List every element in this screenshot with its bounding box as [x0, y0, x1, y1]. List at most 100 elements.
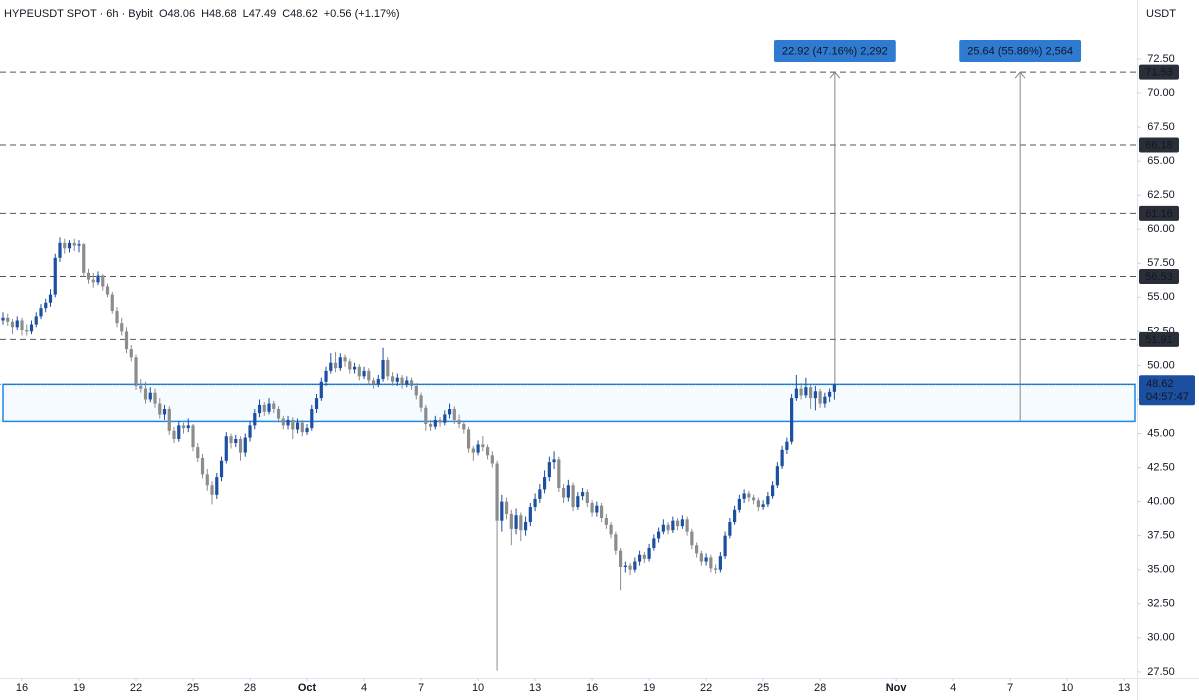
candle-body: [158, 403, 162, 415]
y-tick-label: 65.00: [1147, 155, 1175, 167]
candle-body: [281, 418, 285, 426]
measure-label: 25.64 (55.86%) 2,564: [967, 45, 1073, 57]
candle-body: [462, 423, 466, 430]
candle-body: [381, 359, 385, 380]
y-tick-label: 27.50: [1147, 666, 1175, 678]
y-tick-label: 57.50: [1147, 257, 1175, 269]
candle-body: [338, 357, 342, 369]
candle-body: [267, 403, 271, 412]
candle-body: [105, 286, 110, 295]
candle-body: [20, 320, 24, 331]
candle-body: [747, 493, 751, 498]
candle-body: [329, 362, 333, 371]
candle-body: [367, 370, 371, 381]
x-tick-label: 4: [950, 682, 956, 694]
candle-body: [538, 489, 542, 499]
candle-body: [257, 404, 262, 414]
candle-body: [6, 317, 10, 322]
candle-body: [728, 522, 732, 536]
candle-body: [210, 485, 214, 495]
candle-body: [490, 455, 494, 464]
y-tick-label: 37.50: [1147, 530, 1175, 542]
candle-body: [804, 387, 808, 396]
x-tick-label: 25: [757, 682, 769, 694]
candle-body: [509, 513, 513, 529]
candle-body: [790, 398, 794, 442]
x-tick-label: 7: [418, 682, 424, 694]
candle-body: [671, 520, 675, 531]
candle-body: [295, 422, 300, 430]
candle-body: [15, 320, 19, 328]
y-tick-label: 42.50: [1147, 461, 1175, 473]
candle-body: [243, 437, 247, 453]
candle-body: [737, 498, 741, 510]
candle-body: [623, 565, 627, 567]
candle-body: [666, 524, 670, 531]
currency-label: USDT: [1146, 8, 1176, 20]
candle-body: [77, 244, 81, 246]
measure-box: 25.64 (55.86%) 2,564: [959, 40, 1082, 62]
candle-body: [305, 428, 309, 433]
candle-body: [181, 425, 186, 429]
candle-body: [134, 357, 138, 386]
y-tick-label: 40.00: [1147, 496, 1175, 508]
x-tick-label: 4: [361, 682, 367, 694]
level-price-box: [1139, 137, 1179, 153]
x-tick-label: 28: [244, 682, 256, 694]
candle-body: [533, 498, 537, 508]
candle-body: [685, 519, 689, 532]
candle-body: [310, 409, 314, 429]
candle-body: [628, 565, 632, 570]
candle-body: [775, 466, 779, 486]
candle-body: [390, 376, 395, 382]
candle-body: [832, 384, 836, 392]
candle-body: [547, 462, 551, 478]
x-tick-label: 16: [16, 682, 28, 694]
candle-body: [742, 493, 746, 499]
symbol-title: HYPEUSDT SPOT · 6h · Bybit: [4, 8, 153, 20]
candle-body: [618, 550, 623, 567]
candle-body: [91, 279, 95, 283]
candle-body: [428, 423, 433, 427]
candle-body: [828, 391, 832, 397]
candle-body: [324, 370, 328, 382]
x-tick-label: 22: [130, 682, 142, 694]
candle-body: [652, 538, 656, 548]
candle-body: [395, 377, 399, 382]
candle-body: [500, 501, 504, 521]
candle-body: [196, 447, 200, 459]
candle-body: [319, 381, 323, 399]
candle-body: [481, 444, 485, 448]
ohlc-value: L47.49: [243, 8, 277, 20]
candle-body: [357, 366, 361, 377]
y-tick-label: 30.00: [1147, 632, 1175, 644]
candle-body: [680, 519, 684, 527]
candle-body: [148, 392, 152, 400]
level-price-label: 61.16: [1145, 208, 1173, 220]
x-tick-label: 13: [1118, 682, 1130, 694]
candle-body: [1, 317, 5, 321]
candle-body: [785, 441, 789, 450]
candle-body: [172, 430, 176, 439]
x-tick-label: 10: [472, 682, 484, 694]
candle-body: [514, 515, 518, 529]
measure-label: 22.92 (47.16%) 2,292: [782, 45, 888, 57]
x-tick-label: 16: [586, 682, 598, 694]
candle-body: [348, 361, 352, 370]
candle-body: [637, 554, 642, 562]
candle-body: [48, 294, 53, 303]
candle-body: [561, 488, 566, 498]
y-tick-label: 50.00: [1147, 359, 1175, 371]
countdown-label: 04:57:47: [1146, 391, 1189, 403]
x-tick-label: 10: [1061, 682, 1073, 694]
y-tick-label: 67.50: [1147, 121, 1175, 133]
candle-body: [58, 242, 62, 258]
candle-body: [647, 547, 651, 559]
candle-body: [215, 477, 219, 495]
candle-body: [780, 449, 784, 467]
last-price-label: 48.62: [1146, 378, 1174, 390]
x-tick-label: 19: [73, 682, 85, 694]
candle-body: [695, 545, 699, 554]
measure-bg: [959, 40, 1082, 62]
candle-body: [343, 357, 347, 362]
